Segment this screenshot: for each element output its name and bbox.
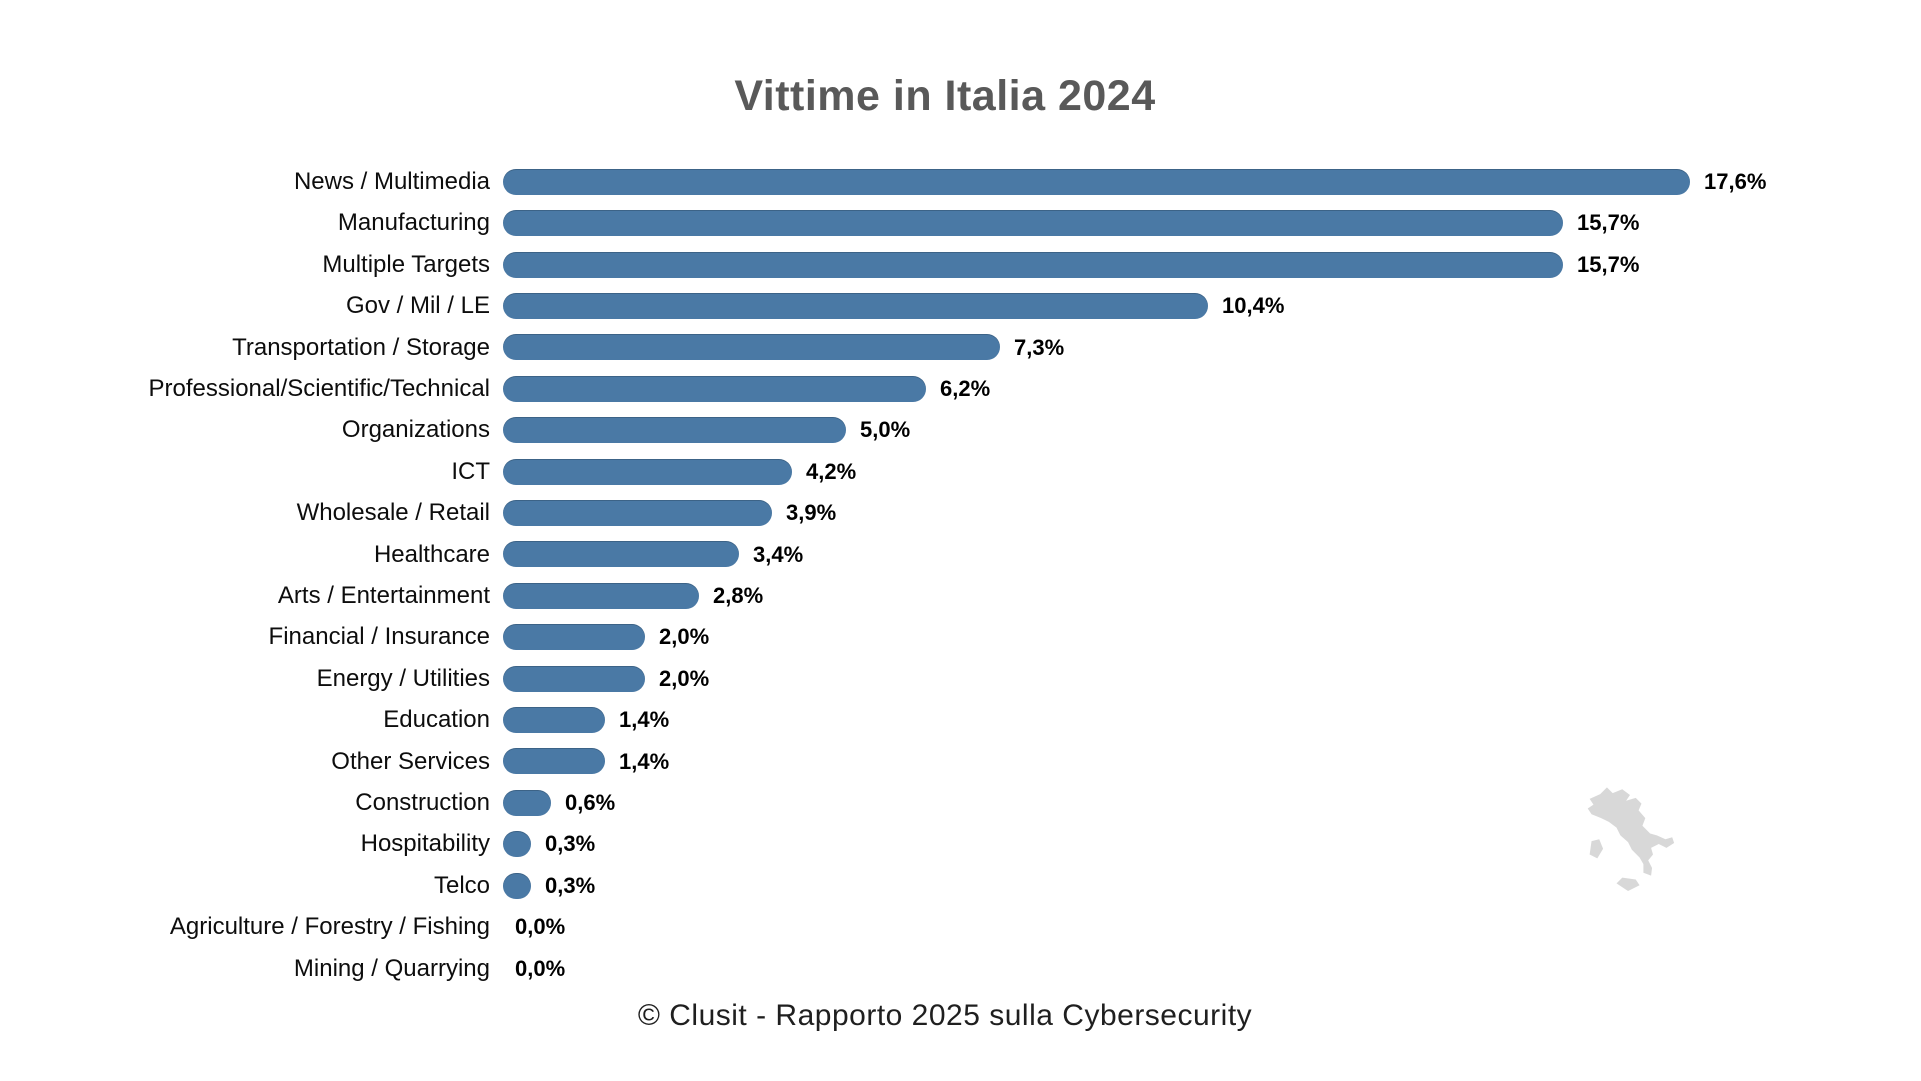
bar [503,293,1208,319]
bar [503,500,772,526]
category-label: Gov / Mil / LE [345,292,490,320]
category-label: Manufacturing [337,209,490,237]
category-label: News / Multimedia [293,167,490,195]
value-label: 0,3% [545,831,596,857]
bar-row: Wholesale / Retail 3,9% [0,493,1921,534]
value-label: 4,2% [806,458,857,484]
value-label: 0,3% [545,872,596,898]
bar [503,624,645,651]
category-label: Arts / Entertainment [277,581,490,609]
value-label: 3,9% [786,500,837,526]
bar-row: Mining / Quarrying 0,0% [0,948,1921,989]
category-label: Wholesale / Retail [296,499,490,527]
source-caption: © Clusit - Rapporto 2025 sulla Cybersecu… [637,999,1253,1032]
bar [503,458,792,485]
bar-row: Healthcare 3,4% [0,534,1921,575]
sicily-shape [1616,877,1640,892]
category-label: Energy / Utilities [316,664,490,692]
bar-row: Construction 0,6% [0,782,1921,823]
category-label: Transportation / Storage [232,333,490,361]
category-label: Professional/Scientific/Technical [148,374,491,402]
bar [503,789,551,816]
category-label: Education [383,706,490,734]
category-label: Hospitability [360,830,490,858]
chart-title: Vittime in Italia 2024 [734,72,1156,120]
value-label: 1,4% [619,707,670,733]
value-label: 0,0% [515,914,566,940]
value-label: 15,7% [1577,251,1640,277]
value-label: 5,0% [860,417,911,443]
category-label: Multiple Targets [322,250,490,278]
bar [503,582,699,609]
value-label: 2,8% [713,582,764,608]
bar-row: Financial / Insurance 2,0% [0,617,1921,658]
value-label: 7,3% [1014,334,1065,360]
value-label: 10,4% [1222,293,1285,319]
bar-row: Arts / Entertainment 2,8% [0,575,1921,616]
bar [503,541,739,568]
italy-mainland-shape [1587,787,1675,876]
value-label: 2,0% [659,624,710,650]
category-label: Other Services [331,747,490,775]
bar [503,707,605,733]
category-label: Mining / Quarrying [293,954,490,982]
bar [503,665,645,692]
italy-map-shapes [1587,787,1675,892]
bar-row: Manufacturing 15,7% [0,203,1921,244]
value-label: 6,2% [940,375,991,401]
bar [503,210,1563,237]
bar [503,748,605,775]
sardinia-shape [1589,839,1604,859]
value-label: 3,4% [753,541,804,567]
bar-row: Transportation / Storage 7,3% [0,327,1921,368]
category-label: Telco [433,871,490,899]
category-label: Organizations [341,416,490,444]
category-label: Agriculture / Forestry / Fishing [169,913,490,941]
bar-row: ICT 4,2% [0,451,1921,492]
bar [503,168,1690,195]
bar-row: Agriculture / Forestry / Fishing 0,0% [0,907,1921,948]
value-label: 1,4% [619,748,670,774]
italy-map [1587,787,1675,892]
bar [503,251,1563,278]
value-label: 15,7% [1577,210,1640,236]
bar-row: News / Multimedia 17,6% [0,161,1921,202]
bar-row: Telco 0,3% [0,865,1921,906]
value-label: 2,0% [659,665,710,691]
bar-row: Professional/Scientific/Technical 6,2% [0,368,1921,409]
category-label: Healthcare [373,540,490,568]
bar [503,375,926,402]
bar-row: Organizations 5,0% [0,410,1921,451]
bar-row: Education 1,4% [0,700,1921,741]
category-label: ICT [451,457,490,485]
bar-row: Energy / Utilities 2,0% [0,658,1921,699]
category-label: Financial / Insurance [268,623,490,651]
value-label: 0,6% [565,789,616,815]
bar [503,334,1000,361]
bar-row: Multiple Targets 15,7% [0,244,1921,285]
bar-row: Gov / Mil / LE 10,4% [0,286,1921,327]
bar-row: Other Services 1,4% [0,741,1921,782]
bar [503,872,531,899]
value-label: 0,0% [515,955,566,981]
value-label: 17,6% [1704,168,1767,194]
bar [503,831,531,858]
category-label: Construction [355,788,490,816]
bar-row: Hospitability 0,3% [0,824,1921,865]
bar [503,417,846,444]
